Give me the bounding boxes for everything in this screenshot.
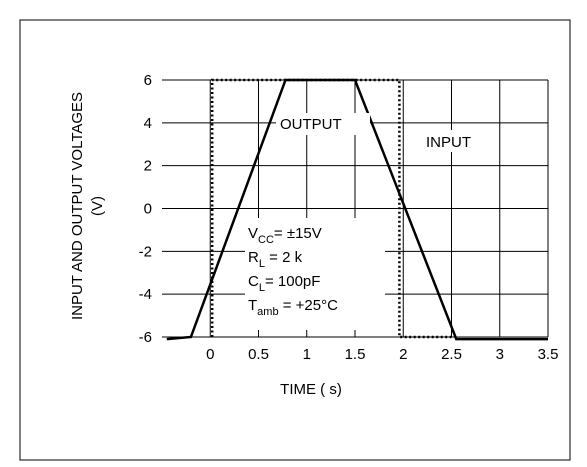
series-layer bbox=[166, 78, 548, 341]
condition-subscript: CC bbox=[258, 234, 274, 246]
x-tick-label: 1.5 bbox=[345, 346, 366, 363]
x-tick-label: 2.5 bbox=[441, 346, 462, 363]
condition-value: = +25°C bbox=[279, 297, 339, 314]
y-tick-label: -2 bbox=[139, 243, 152, 260]
condition-symbol: T bbox=[248, 297, 257, 314]
condition-line: RL = 2 k bbox=[248, 249, 303, 270]
condition-line: VCC= ±15V bbox=[248, 225, 322, 246]
condition-value: = 2 k bbox=[265, 249, 303, 266]
x-tick-label: 3.5 bbox=[538, 346, 559, 363]
input-label: INPUT bbox=[426, 134, 471, 151]
x-tick-label: 1 bbox=[303, 346, 311, 363]
y-tick-label: 6 bbox=[144, 72, 152, 89]
input-series-line bbox=[210, 78, 452, 339]
condition-subscript: L bbox=[259, 258, 265, 270]
condition-symbol: R bbox=[248, 249, 259, 266]
x-tick-label: 2 bbox=[399, 346, 407, 363]
y-axis-title: INPUT AND OUTPUT VOLTAGES bbox=[69, 92, 86, 320]
input-label-bg bbox=[420, 130, 490, 152]
condition-line: CL= 100pF bbox=[248, 273, 320, 294]
output-label: OUTPUT bbox=[280, 116, 342, 133]
x-tick-label: 3 bbox=[496, 346, 504, 363]
y-tick-label: 4 bbox=[144, 115, 152, 132]
condition-value: = 100pF bbox=[265, 273, 320, 290]
condition-subscript: L bbox=[259, 282, 265, 294]
tick-layer: 6 4 2 0 -2 -4 -6 0 0.5 1 1.5 2 2.5 3 3.5 bbox=[139, 72, 559, 363]
y-tick-label: -4 bbox=[139, 286, 152, 303]
y-tick-label: 0 bbox=[144, 201, 152, 218]
condition-subscript: amb bbox=[257, 306, 278, 318]
condition-line: Tamb = +25°C bbox=[248, 297, 338, 318]
y-tick-label: 2 bbox=[144, 158, 152, 175]
conditions-bg bbox=[245, 218, 385, 330]
output-label-bg bbox=[276, 113, 370, 135]
x-tick-label: 0.5 bbox=[248, 346, 269, 363]
x-axis-title: TIME ( s) bbox=[280, 381, 342, 398]
y-tick-label: -6 bbox=[139, 329, 152, 346]
y-axis-unit: (V) bbox=[89, 196, 106, 216]
condition-symbol: C bbox=[248, 273, 259, 290]
condition-value: = ±15V bbox=[274, 225, 322, 242]
condition-symbol: V bbox=[248, 225, 258, 242]
x-tick-label: 0 bbox=[206, 346, 214, 363]
